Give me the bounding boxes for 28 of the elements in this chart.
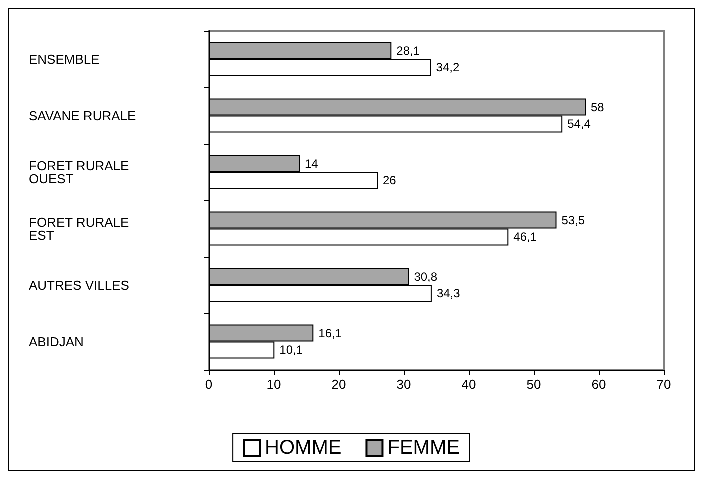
data-label: 16,1: [318, 326, 342, 340]
x-tick-label: 40: [462, 377, 476, 392]
x-tick-label: 70: [656, 377, 672, 392]
legend-label: HOMME: [265, 437, 342, 459]
data-label: 28,1: [396, 44, 420, 58]
legend-label: FEMME: [388, 437, 460, 459]
data-label: 34,3: [436, 286, 461, 301]
data-label: 30,8: [414, 270, 438, 284]
x-tick-label: 0: [205, 377, 213, 392]
y-tick-label: FORET RURALE EST: [29, 214, 130, 243]
y-tick-label: FORET RURALE OUEST: [29, 158, 130, 186]
data-label: 14: [305, 156, 319, 171]
data-label: 34,2: [436, 60, 460, 75]
x-tick-label: 20: [332, 377, 346, 392]
data-label: 53,5: [562, 213, 586, 228]
y-tick-label: ABIDJAN: [29, 334, 84, 350]
y-tick-label: AUTRES VILLES: [29, 278, 130, 293]
data-label: 58: [591, 100, 605, 114]
x-tick-label: 60: [592, 377, 606, 392]
data-label: 10,1: [280, 343, 304, 358]
y-tick-label: ENSEMBLE: [29, 52, 100, 67]
data-label: 54,4: [568, 117, 592, 132]
data-label: 26: [383, 174, 397, 188]
y-tick-label: SAVANE RURALE: [29, 108, 136, 124]
x-tick-label: 30: [396, 377, 412, 392]
data-label: 46,1: [514, 230, 538, 244]
x-tick-label: 50: [526, 377, 542, 392]
x-tick-label: 10: [266, 377, 282, 392]
